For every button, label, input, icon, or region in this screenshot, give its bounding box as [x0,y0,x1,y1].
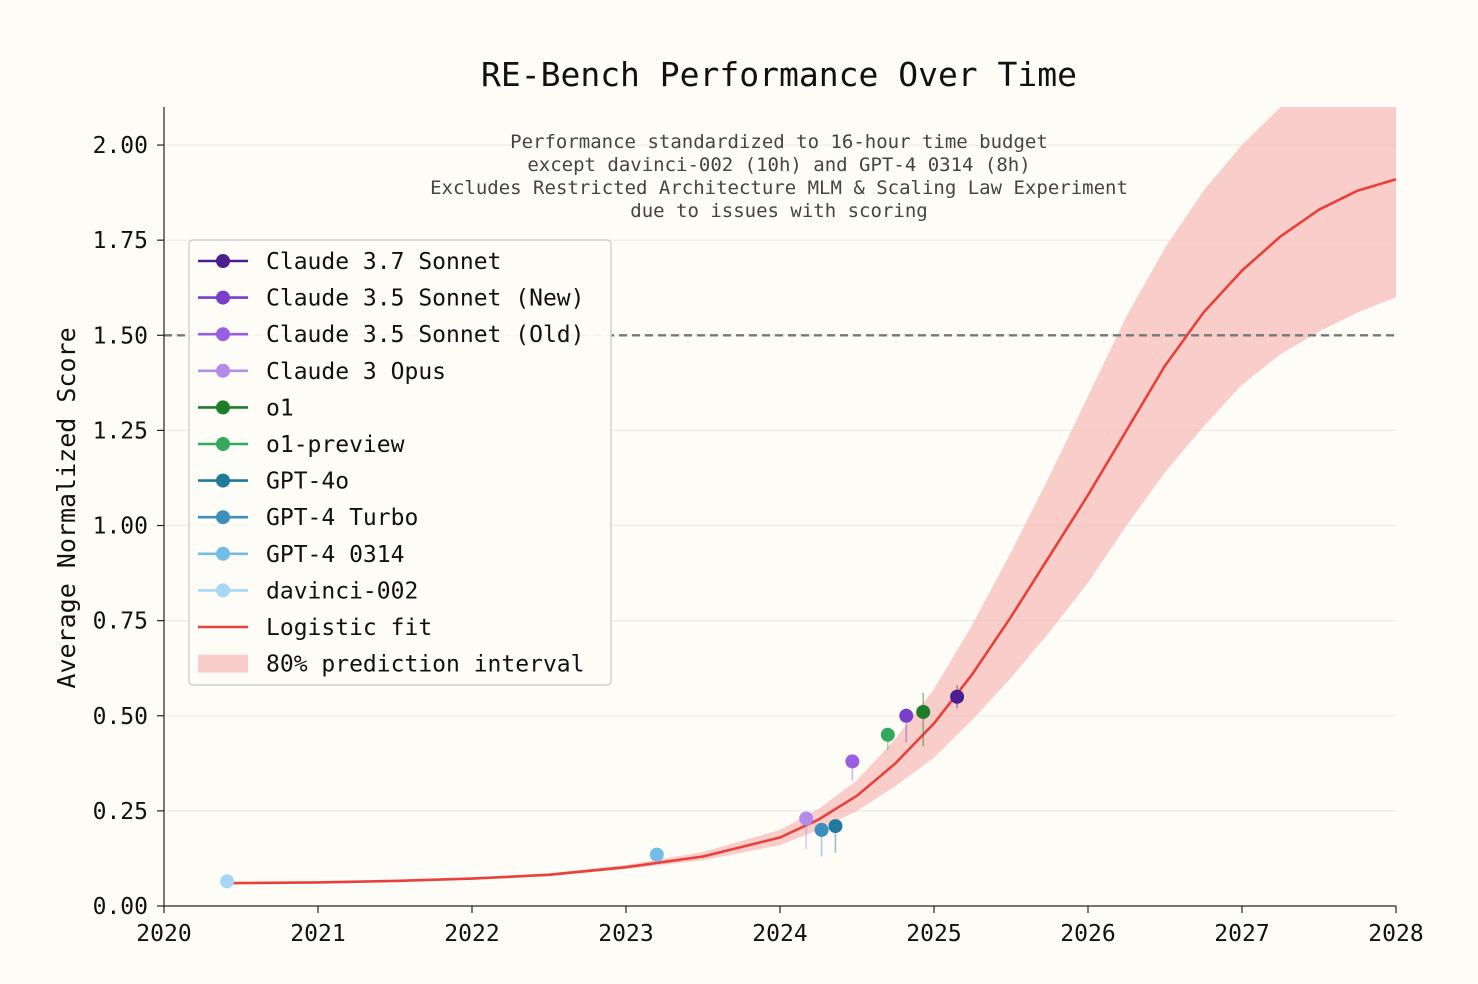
legend-box [188,239,612,686]
data-point [814,822,829,837]
legend-swatch-marker [216,327,230,342]
legend-label: o1 [266,395,294,421]
legend-swatch-marker [216,400,230,415]
data-point [950,689,965,704]
legend-label: Logistic fit [266,615,432,641]
x-tick-label: 2021 [290,921,345,947]
annotation-line-4: due to issues with scoring [630,200,927,222]
x-tick-label: 2023 [598,921,653,947]
y-tick-label: 2.00 [93,133,148,159]
legend-swatch-marker [216,437,230,451]
y-axis-label: Average Normalized Score [52,327,81,688]
plot-series-group [164,107,1396,889]
x-tick-label: 2028 [1368,921,1423,947]
legend-swatch-marker [216,510,230,525]
legend-label: 80% prediction interval [266,652,585,678]
y-tick-label: 1.00 [93,514,148,540]
data-point [845,754,860,769]
x-tick-label: 2020 [136,921,191,947]
data-point [220,874,235,889]
legend-label: GPT-4 0314 [266,542,404,568]
legend-swatch-marker [216,546,230,561]
x-tick-label: 2027 [1214,921,1269,947]
y-tick-label: 0.75 [93,609,148,635]
legend-label: davinci-002 [266,578,418,604]
legend-swatch-marker [216,473,230,488]
data-point [828,819,843,834]
x-tick-label: 2022 [444,921,499,947]
annotation-line-1: Performance standardized to 16-hour time… [510,131,1048,153]
data-point [649,847,664,862]
data-point [880,727,895,742]
x-tick-label: 2026 [1060,921,1115,947]
annotation-line-3: Excludes Restricted Architecture MLM & S… [430,177,1128,199]
legend-swatch-marker [216,363,230,378]
data-point [916,704,931,719]
legend-label: GPT-4o [266,469,349,495]
y-tick-label: 1.50 [93,323,148,349]
legend-swatch-band [198,654,248,673]
legend-label: Claude 3.5 Sonnet (New) [266,286,585,312]
y-tick-label: 0.00 [93,894,148,920]
legend-label: Claude 3 Opus [266,359,446,385]
prediction-interval-band [225,107,1396,884]
legend-label: GPT-4 Turbo [266,505,418,531]
data-point [799,811,814,826]
x-tick-label: 2024 [752,921,807,947]
annotation-line-2: except davinci-002 (10h) and GPT-4 0314 … [527,154,1030,176]
chart-title: RE-Bench Performance Over Time [481,55,1077,94]
x-tick-label: 2025 [906,921,961,947]
legend-label: Claude 3.7 Sonnet [266,249,501,275]
legend-label: o1-preview [266,432,405,458]
y-tick-label: 1.75 [93,228,148,254]
legend-label: Claude 3.5 Sonnet (Old) [266,322,585,348]
legend: Claude 3.7 Sonnet Claude 3.5 Sonnet (New)… [188,239,612,686]
y-tick-label: 0.50 [93,704,148,730]
legend-swatch-marker [216,583,230,598]
y-tick-label: 0.25 [93,799,148,825]
y-tick-label: 1.25 [93,418,148,444]
legend-swatch-marker [216,290,230,305]
data-point [899,708,914,723]
legend-swatch-marker [216,254,230,268]
